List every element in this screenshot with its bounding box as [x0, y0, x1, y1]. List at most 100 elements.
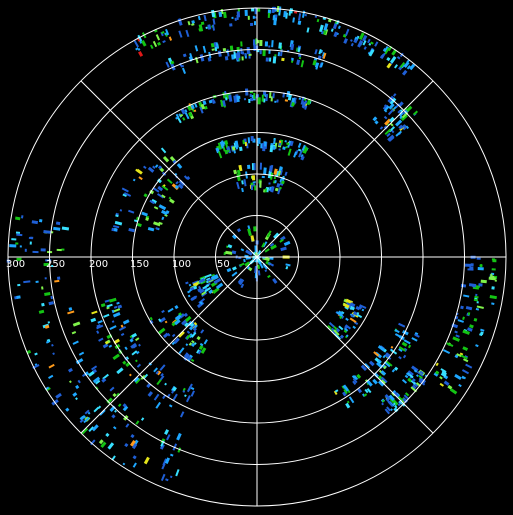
echo-cell — [205, 26, 208, 29]
echo-cell — [17, 283, 21, 287]
echo-cell — [372, 116, 378, 122]
echo-cell — [383, 365, 387, 370]
echo-cell — [207, 57, 212, 62]
echo-cell — [149, 316, 153, 321]
echo-cell — [152, 165, 156, 170]
echo-cell — [477, 267, 484, 271]
echo-cell — [253, 163, 256, 171]
echo-cell — [75, 384, 80, 390]
echo-cell — [473, 298, 479, 302]
echo-cell — [392, 93, 397, 97]
echo-cell — [404, 392, 410, 397]
echo-cell — [227, 149, 230, 153]
echo-cell — [217, 50, 222, 57]
echo-cell — [185, 281, 189, 285]
echo-cell — [124, 346, 128, 351]
echo-cell — [472, 286, 480, 290]
echo-cell — [109, 297, 117, 303]
echo-cell — [244, 141, 248, 147]
echo-cell — [298, 56, 302, 60]
echo-cell — [476, 257, 481, 260]
echo-cell — [343, 329, 348, 334]
echo-cell — [340, 310, 345, 315]
echo-cell — [285, 265, 289, 270]
echo-cell — [291, 57, 294, 62]
echo-cell — [381, 376, 388, 384]
echo-cell — [178, 347, 185, 354]
echo-cell — [304, 14, 307, 17]
echo-cell — [401, 341, 408, 347]
echo-cell — [136, 350, 140, 355]
echo-cell — [247, 228, 252, 237]
echo-cell — [192, 327, 197, 332]
echo-cell — [164, 382, 167, 386]
echo-cell — [202, 284, 210, 290]
echo-cell — [252, 39, 257, 46]
echo-cell — [253, 21, 257, 26]
echo-cell — [287, 94, 292, 101]
echo-cell — [219, 141, 224, 149]
echo-cell — [196, 335, 201, 341]
echo-cell — [53, 226, 61, 231]
echo-cell — [198, 27, 203, 32]
echo-cell — [406, 59, 410, 64]
echo-cell — [411, 337, 418, 342]
echo-cell — [180, 64, 185, 68]
echo-cell — [106, 303, 113, 308]
radial-spoke-135 — [256, 256, 434, 434]
echo-cell — [158, 204, 167, 211]
echo-cell — [225, 97, 228, 101]
echo-cell — [150, 44, 154, 50]
echo-cell — [96, 324, 104, 330]
echo-cell — [123, 192, 132, 197]
echo-cell — [403, 339, 411, 345]
echo-cell — [286, 142, 290, 146]
echo-cell — [122, 403, 127, 408]
echo-cell — [400, 124, 406, 129]
echo-cell — [157, 165, 163, 170]
echo-cell — [43, 262, 50, 267]
echo-cell — [229, 45, 234, 51]
echo-cell — [248, 98, 251, 104]
echo-cell — [44, 277, 47, 280]
echo-cell — [257, 8, 261, 12]
echo-cell — [161, 209, 168, 216]
echo-cell — [20, 215, 24, 219]
echo-cell — [116, 301, 120, 305]
echo-cell — [356, 311, 360, 315]
echo-cell — [233, 169, 238, 175]
echo-cell — [182, 53, 187, 58]
echo-cell — [449, 388, 458, 395]
echo-cell — [362, 40, 367, 46]
echo-cell — [244, 9, 248, 16]
echo-cell — [264, 248, 270, 253]
echo-cell — [168, 36, 173, 41]
echo-cell — [293, 151, 298, 158]
echo-cell — [274, 14, 278, 18]
echo-cell — [268, 92, 272, 99]
echo-cell — [52, 352, 55, 356]
echo-cell — [402, 125, 408, 131]
echo-cell — [398, 356, 402, 360]
echo-cell — [272, 278, 278, 284]
echo-cell — [215, 42, 219, 49]
echo-cell — [273, 176, 277, 180]
echo-cell — [79, 418, 84, 423]
echo-cell — [247, 137, 251, 144]
echo-cell — [304, 105, 308, 110]
echo-cell — [207, 24, 212, 30]
echo-cell — [48, 374, 54, 380]
echo-cell — [474, 295, 479, 299]
echo-cell — [204, 273, 212, 279]
echo-cell — [111, 309, 115, 314]
range-label-100: 100 — [172, 259, 191, 270]
echo-cell — [103, 313, 110, 318]
echo-cell — [384, 104, 390, 110]
echo-cell — [386, 406, 391, 412]
echo-cell — [51, 264, 54, 268]
echo-cell — [267, 12, 271, 18]
echo-cell — [160, 31, 164, 37]
echo-cell — [91, 365, 98, 371]
echo-cell — [111, 414, 116, 419]
echo-cell — [77, 379, 81, 384]
